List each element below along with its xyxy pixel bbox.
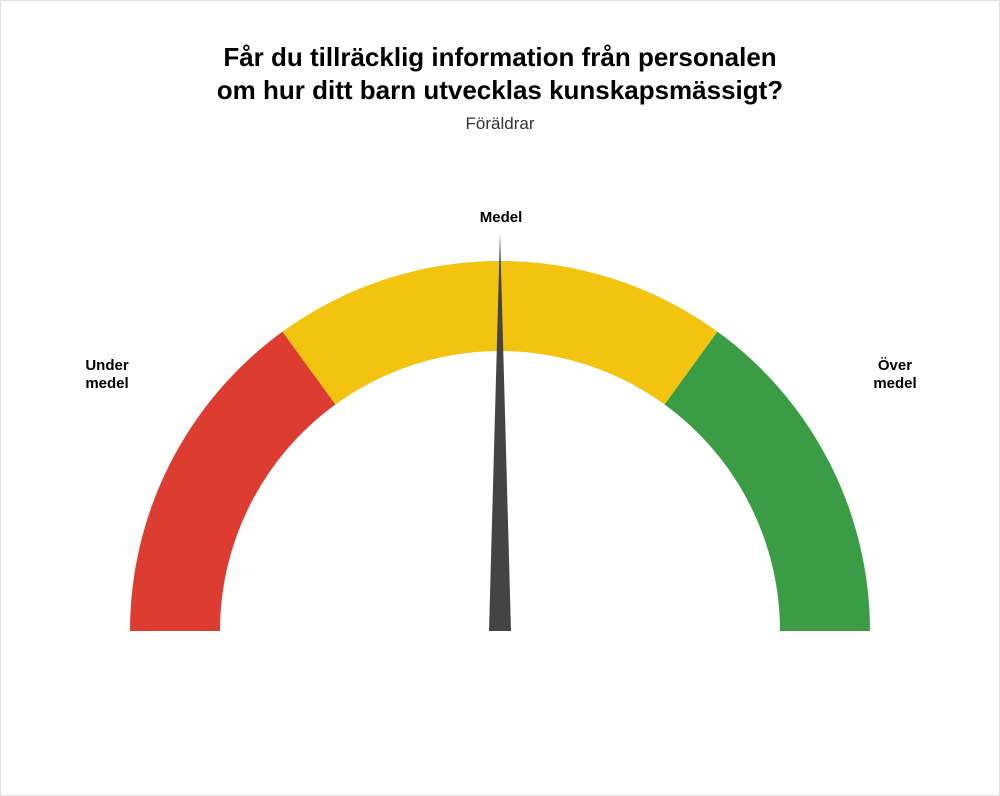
gauge-segment	[130, 332, 335, 631]
chart-title: Får du tillräcklig information från pers…	[1, 41, 999, 106]
gauge-label-left: Under medel	[77, 357, 137, 393]
chart-subtitle: Föräldrar	[1, 114, 999, 134]
gauge-svg	[70, 181, 930, 701]
gauge-chart	[70, 181, 930, 706]
title-block: Får du tillräcklig information från pers…	[1, 41, 999, 134]
gauge-label-top: Medel	[471, 209, 531, 227]
title-line-2: om hur ditt barn utvecklas kunskapsmässi…	[217, 75, 783, 105]
title-line-1: Får du tillräcklig information från pers…	[223, 42, 776, 72]
gauge-label-right: Över medel	[865, 357, 925, 393]
gauge-segment	[665, 332, 870, 631]
chart-frame: Får du tillräcklig information från pers…	[0, 0, 1000, 796]
